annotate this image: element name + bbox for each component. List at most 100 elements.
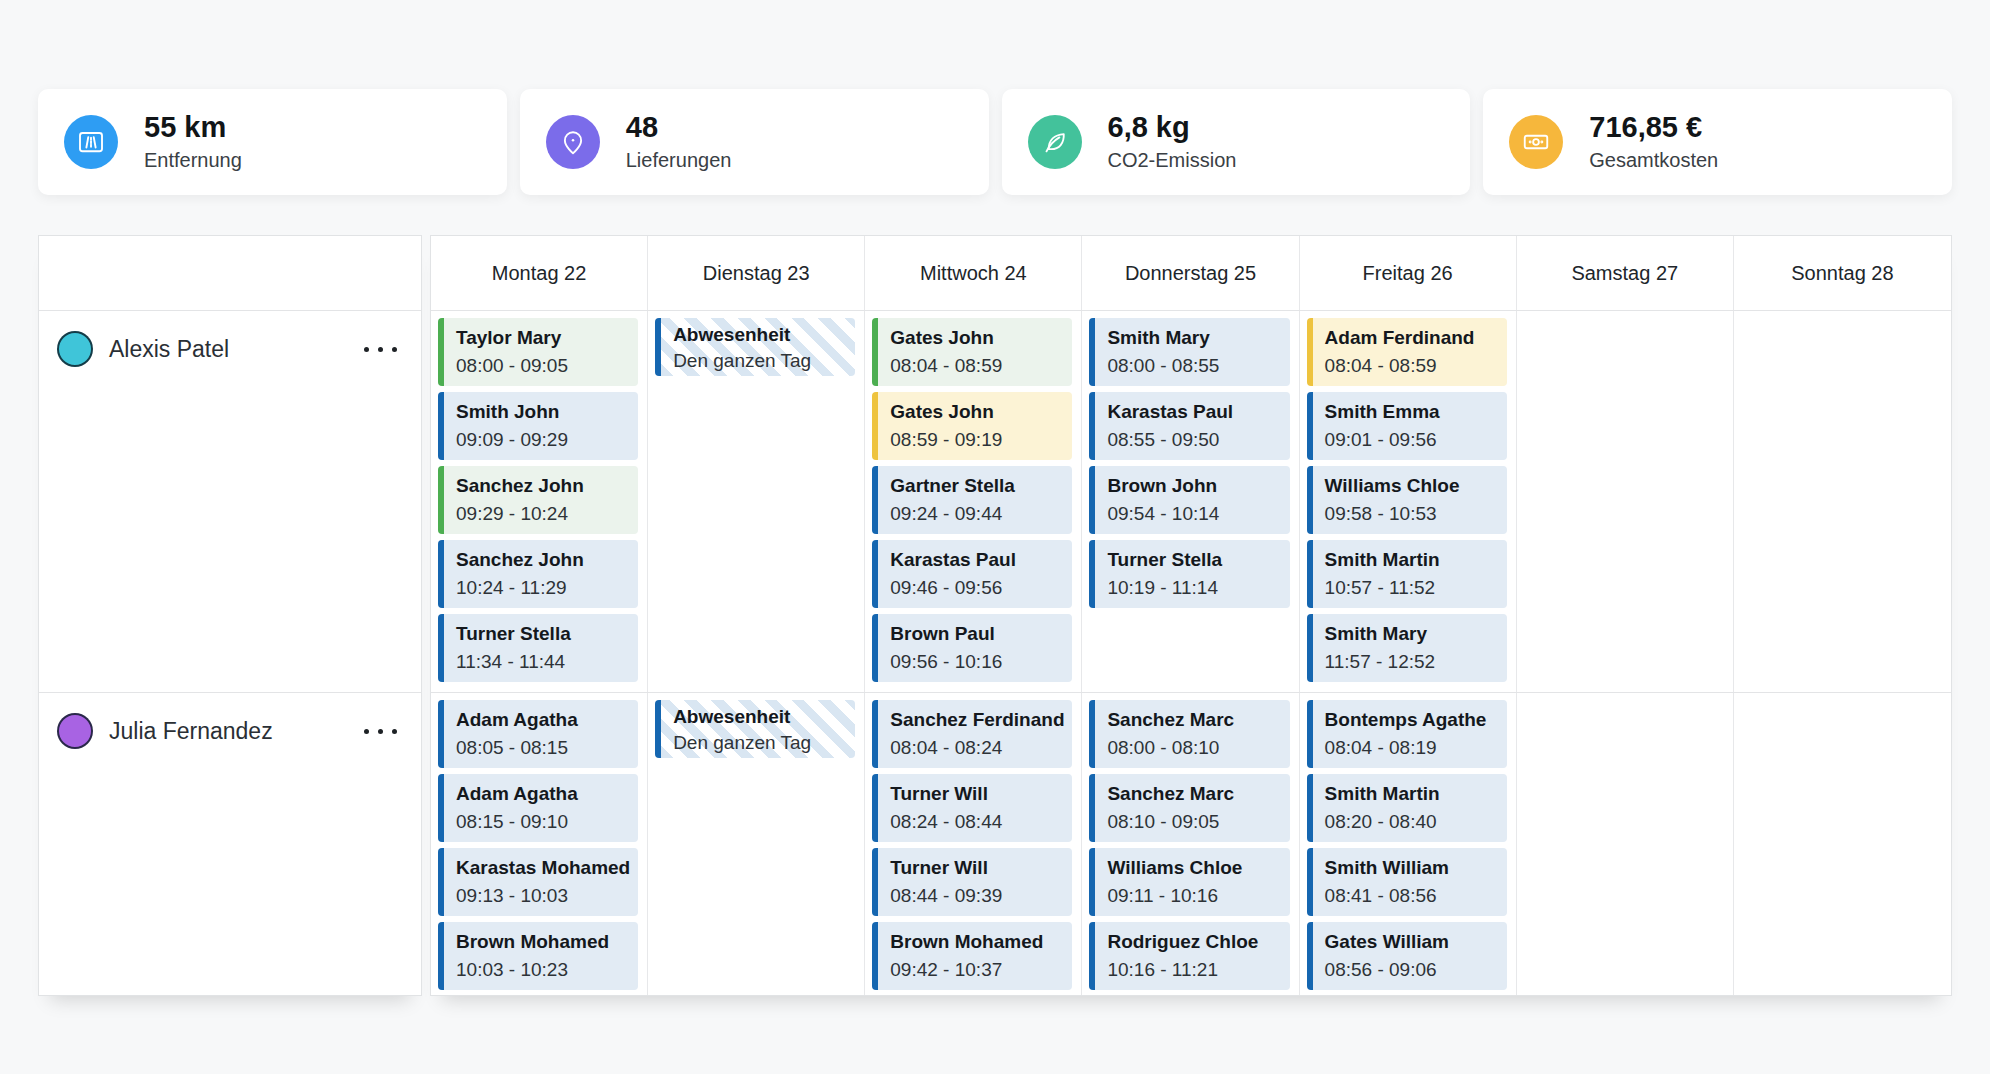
absence-block[interactable]: AbwesenheitDen ganzen Tag xyxy=(655,318,855,376)
appointment-block[interactable]: Karastas Paul09:46 - 09:56 xyxy=(872,540,1072,608)
appointment-block[interactable]: Smith Mary11:57 - 12:52 xyxy=(1307,614,1507,682)
day-cell[interactable] xyxy=(1517,693,1734,995)
appointment-time: 08:56 - 09:06 xyxy=(1325,956,1503,984)
row-menu-button[interactable] xyxy=(362,339,399,360)
menu-dot-icon xyxy=(378,347,383,352)
day-cell[interactable] xyxy=(1734,693,1951,995)
day-header: Dienstag 23 xyxy=(648,236,865,310)
stat-label: CO2-Emission xyxy=(1108,146,1237,174)
appointment-block[interactable]: Gates John08:04 - 08:59 xyxy=(872,318,1072,386)
appointment-block[interactable]: Sanchez John10:24 - 11:29 xyxy=(438,540,638,608)
appointment-title: Gates William xyxy=(1325,927,1503,956)
day-cell[interactable]: Bontemps Agathe08:04 - 08:19Smith Martin… xyxy=(1300,693,1517,995)
appointment-block[interactable]: Turner Will08:24 - 08:44 xyxy=(872,774,1072,842)
appointment-block[interactable]: Karastas Mohamed09:13 - 10:03 xyxy=(438,848,638,916)
appointment-title: Turner Stella xyxy=(1107,545,1285,574)
appointment-block[interactable]: Smith John09:09 - 09:29 xyxy=(438,392,638,460)
appointment-block[interactable]: Rodriguez Chloe10:16 - 11:21 xyxy=(1089,922,1289,990)
schedule-panel: Montag 22Dienstag 23Mittwoch 24Donnersta… xyxy=(430,235,1952,996)
appointment-block[interactable]: Brown John09:54 - 10:14 xyxy=(1089,466,1289,534)
appointment-title: Brown Paul xyxy=(890,619,1068,648)
map-pin-icon xyxy=(546,115,600,169)
day-header: Mittwoch 24 xyxy=(865,236,1082,310)
appointment-block[interactable]: Brown Paul09:56 - 10:16 xyxy=(872,614,1072,682)
appointment-block[interactable]: Sanchez Marc08:00 - 08:10 xyxy=(1089,700,1289,768)
appointment-block[interactable]: Smith William08:41 - 08:56 xyxy=(1307,848,1507,916)
appointment-title: Karastas Paul xyxy=(890,545,1068,574)
appointment-time: 08:00 - 08:10 xyxy=(1107,734,1285,762)
appointment-time: 08:59 - 09:19 xyxy=(890,426,1068,454)
appointment-block[interactable]: Williams Chloe09:58 - 10:53 xyxy=(1307,466,1507,534)
appointment-time: 08:44 - 09:39 xyxy=(890,882,1068,910)
stat-label: Lieferungen xyxy=(626,146,732,174)
day-cell[interactable] xyxy=(1734,311,1951,692)
appointment-time: 10:03 - 10:23 xyxy=(456,956,634,984)
appointment-block[interactable]: Gates William08:56 - 09:06 xyxy=(1307,922,1507,990)
appointment-block[interactable]: Smith Emma09:01 - 09:56 xyxy=(1307,392,1507,460)
leaf-icon xyxy=(1028,115,1082,169)
appointment-time: 09:09 - 09:29 xyxy=(456,426,634,454)
appointment-block[interactable]: Turner Will08:44 - 09:39 xyxy=(872,848,1072,916)
stat-value: 6,8 kg xyxy=(1108,110,1237,144)
appointment-block[interactable]: Sanchez Ferdinand08:04 - 08:24 xyxy=(872,700,1072,768)
appointment-block[interactable]: Karastas Paul08:55 - 09:50 xyxy=(1089,392,1289,460)
day-cell[interactable]: Adam Agatha08:05 - 08:15Adam Agatha08:15… xyxy=(431,693,648,995)
appointment-title: Abwesenheit xyxy=(673,321,851,348)
day-cell[interactable]: Sanchez Ferdinand08:04 - 08:24Turner Wil… xyxy=(865,693,1082,995)
appointment-block[interactable]: Sanchez Marc08:10 - 09:05 xyxy=(1089,774,1289,842)
stat-value: 716,85 € xyxy=(1589,110,1718,144)
appointment-block[interactable]: Turner Stella10:19 - 11:14 xyxy=(1089,540,1289,608)
appointment-block[interactable]: Brown Mohamed09:42 - 10:37 xyxy=(872,922,1072,990)
stat-label: Entfernung xyxy=(144,146,242,174)
day-header: Montag 22 xyxy=(431,236,648,310)
day-cell[interactable]: Smith Mary08:00 - 08:55Karastas Paul08:5… xyxy=(1082,311,1299,692)
schedule-row: Taylor Mary08:00 - 09:05Smith John09:09 … xyxy=(431,311,1951,693)
appointment-block[interactable]: Adam Agatha08:15 - 09:10 xyxy=(438,774,638,842)
appointment-block[interactable]: Gates John08:59 - 09:19 xyxy=(872,392,1072,460)
appointment-time: 08:55 - 09:50 xyxy=(1107,426,1285,454)
appointment-block[interactable]: Smith Mary08:00 - 08:55 xyxy=(1089,318,1289,386)
week-planner: Alexis Patel Julia Fernandez Montag 22Die… xyxy=(38,235,1952,996)
person-name: Julia Fernandez xyxy=(109,718,346,745)
appointment-block[interactable]: Brown Mohamed10:03 - 10:23 xyxy=(438,922,638,990)
appointment-time: 08:24 - 08:44 xyxy=(890,808,1068,836)
appointment-time: 08:04 - 08:59 xyxy=(890,352,1068,380)
row-menu-button[interactable] xyxy=(362,721,399,742)
menu-dot-icon xyxy=(364,729,369,734)
person-name: Alexis Patel xyxy=(109,336,346,363)
appointment-title: Smith Emma xyxy=(1325,397,1503,426)
appointment-time: 09:11 - 10:16 xyxy=(1107,882,1285,910)
appointment-block[interactable]: Williams Chloe09:11 - 10:16 xyxy=(1089,848,1289,916)
absence-block[interactable]: AbwesenheitDen ganzen Tag xyxy=(655,700,855,758)
appointment-block[interactable]: Bontemps Agathe08:04 - 08:19 xyxy=(1307,700,1507,768)
appointment-block[interactable]: Taylor Mary08:00 - 09:05 xyxy=(438,318,638,386)
appointment-title: Sanchez John xyxy=(456,471,634,500)
day-cell[interactable]: Sanchez Marc08:00 - 08:10Sanchez Marc08:… xyxy=(1082,693,1299,995)
banknote-icon xyxy=(1509,115,1563,169)
appointment-time: Den ganzen Tag xyxy=(673,348,851,373)
appointment-title: Gates John xyxy=(890,397,1068,426)
day-cell[interactable]: Gates John08:04 - 08:59Gates John08:59 -… xyxy=(865,311,1082,692)
stat-value: 55 km xyxy=(144,110,242,144)
appointment-block[interactable]: Smith Martin08:20 - 08:40 xyxy=(1307,774,1507,842)
day-cell[interactable] xyxy=(1517,311,1734,692)
appointment-time: 08:04 - 08:59 xyxy=(1325,352,1503,380)
appointment-title: Smith William xyxy=(1325,853,1503,882)
appointment-title: Karastas Mohamed xyxy=(456,853,634,882)
day-cell[interactable]: Taylor Mary08:00 - 09:05Smith John09:09 … xyxy=(431,311,648,692)
appointment-block[interactable]: Adam Ferdinand08:04 - 08:59 xyxy=(1307,318,1507,386)
day-cell[interactable]: AbwesenheitDen ganzen Tag xyxy=(648,311,865,692)
day-cell[interactable]: Adam Ferdinand08:04 - 08:59Smith Emma09:… xyxy=(1300,311,1517,692)
appointment-title: Smith John xyxy=(456,397,634,426)
appointment-block[interactable]: Turner Stella11:34 - 11:44 xyxy=(438,614,638,682)
appointment-title: Turner Will xyxy=(890,779,1068,808)
appointment-block[interactable]: Adam Agatha08:05 - 08:15 xyxy=(438,700,638,768)
appointment-time: 10:16 - 11:21 xyxy=(1107,956,1285,984)
day-cell[interactable]: AbwesenheitDen ganzen Tag xyxy=(648,693,865,995)
appointment-block[interactable]: Smith Martin10:57 - 11:52 xyxy=(1307,540,1507,608)
appointment-time: 08:04 - 08:19 xyxy=(1325,734,1503,762)
appointment-title: Sanchez John xyxy=(456,545,634,574)
appointment-block[interactable]: Sanchez John09:29 - 10:24 xyxy=(438,466,638,534)
appointment-title: Sanchez Marc xyxy=(1107,705,1285,734)
appointment-block[interactable]: Gartner Stella09:24 - 09:44 xyxy=(872,466,1072,534)
